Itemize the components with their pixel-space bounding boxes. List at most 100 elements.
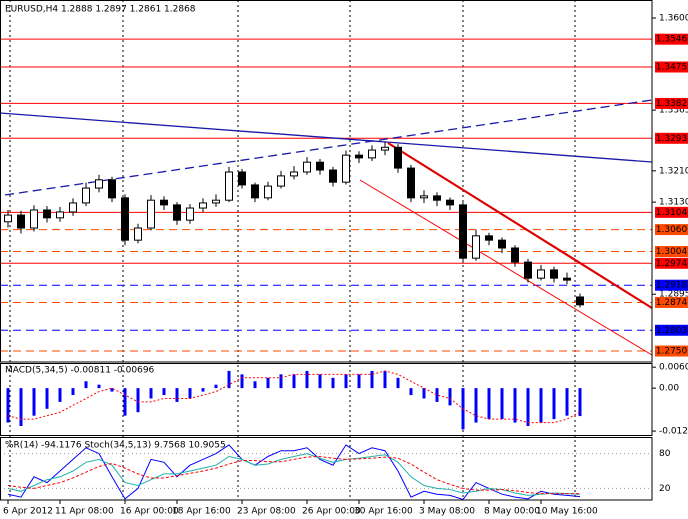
macd-bar: [448, 388, 452, 406]
candle-body: [459, 204, 467, 259]
level-label: 1.2974: [656, 259, 688, 269]
macd-bar: [357, 374, 361, 389]
candle-body: [212, 199, 220, 204]
macd-bar: [552, 388, 556, 420]
candle-body: [511, 247, 519, 263]
macd-bar: [162, 388, 166, 396]
macd-bar: [188, 388, 192, 399]
macd-bar: [513, 388, 517, 423]
frame: [0, 437, 653, 501]
macd-bar: [279, 374, 283, 389]
candle-body: [381, 146, 389, 151]
candle-body: [43, 209, 51, 219]
y-tick-label: 0.00609: [659, 363, 688, 373]
candle-body: [95, 179, 103, 189]
candle-body: [290, 171, 298, 177]
macd-bar: [305, 370, 309, 389]
x-tick-label: 16 Apr 00:00: [120, 507, 179, 517]
macd-bar: [435, 388, 439, 402]
trendline: [359, 179, 653, 356]
level-label-box: [655, 257, 688, 269]
level-label: 1.3475: [656, 62, 688, 72]
candle-body: [134, 227, 142, 241]
osc-line: [7, 455, 581, 495]
candle-body: [563, 277, 571, 281]
levels: [0, 38, 652, 489]
level-label-box: [655, 345, 688, 357]
x-tick-label: 6 Apr 2012: [3, 507, 53, 517]
level-label-box: [655, 33, 688, 45]
macd-bar: [227, 370, 231, 389]
candle-body: [550, 269, 558, 279]
macd-bar: [396, 377, 400, 389]
macd-bar: [58, 388, 62, 402]
macd-bar: [240, 374, 244, 389]
candle-body: [17, 214, 25, 229]
candle-body: [69, 202, 77, 213]
candle-body: [30, 209, 38, 229]
level-label: 1.2750: [656, 347, 688, 357]
level-label: 1.2803: [656, 326, 688, 336]
macd-bar: [149, 388, 153, 399]
candle-body: [407, 167, 415, 199]
x-tick-label: 10 May 16:00: [536, 507, 598, 517]
candle-body: [498, 239, 506, 249]
y-tick-label: 1.2895: [659, 290, 688, 300]
frame: [0, 363, 653, 436]
macd-bar: [266, 377, 270, 389]
level-label-box: [655, 206, 688, 218]
macd-bar: [110, 388, 114, 392]
candle-body: [225, 171, 233, 201]
candle-body: [160, 199, 168, 206]
frame: [0, 0, 653, 363]
level-label: 1.3382: [656, 99, 688, 109]
y-tick-label: 20: [659, 484, 671, 494]
candle-body: [368, 149, 376, 159]
candle-body: [329, 169, 337, 183]
candle-body: [121, 197, 129, 241]
macd-bar: [175, 388, 179, 402]
level-label: 1.3004: [656, 247, 688, 257]
trendline: [4, 99, 653, 196]
macd-bar: [578, 388, 582, 417]
candle-body: [82, 187, 90, 204]
candle-body: [472, 235, 480, 259]
macd-bar: [45, 388, 49, 409]
macd-bar: [123, 388, 127, 416]
macd-bar: [422, 388, 426, 399]
macd-bar: [487, 388, 491, 420]
macd-bar: [318, 374, 322, 389]
level-label-box: [655, 97, 688, 109]
macd-bar: [409, 388, 413, 396]
x-tick-label: 11 Apr 08:00: [55, 507, 114, 517]
level-label-box: [655, 279, 688, 291]
macd-bar: [474, 388, 478, 423]
candle-body: [316, 161, 324, 171]
candle-body: [108, 179, 116, 199]
macd-bar: [292, 374, 296, 389]
level-label-box: [655, 296, 688, 308]
main-title: EURUSD,H4 1.2888 1.2897 1.2861 1.2868: [5, 5, 196, 15]
macd-bar: [201, 388, 205, 392]
macd-bar: [19, 388, 23, 427]
macd-signal: [7, 370, 581, 424]
candle-body: [186, 207, 194, 221]
level-label: 1.2918: [656, 281, 688, 291]
candle-body: [576, 296, 584, 306]
level-label-box: [655, 224, 688, 236]
level-label-box: [655, 61, 688, 73]
candle-body: [199, 202, 207, 209]
level-label-box: [655, 324, 688, 336]
y-tick-label: 1.3210: [659, 166, 688, 176]
candle-body: [173, 204, 181, 221]
x-tick-label: 26 Apr 00:00: [302, 507, 361, 517]
level-label: 1.3104: [656, 208, 688, 218]
macd-bar: [383, 370, 387, 389]
macd-bar: [539, 388, 543, 423]
candle-body: [342, 154, 350, 183]
trendlines: [0, 99, 653, 356]
macd-bar: [97, 384, 101, 389]
candle-body: [264, 185, 272, 199]
candle-body: [446, 199, 454, 206]
